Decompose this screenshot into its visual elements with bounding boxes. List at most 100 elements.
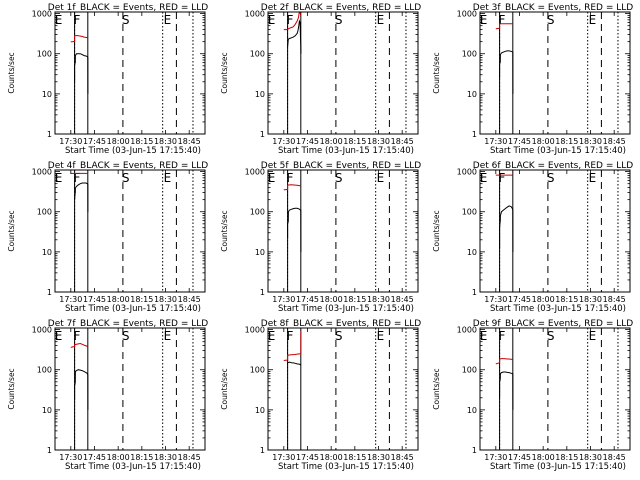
y-tick-label: 1 (47, 130, 52, 139)
y-tick-label: 1000 (245, 326, 265, 335)
y-tick-label: 10 (467, 90, 477, 99)
y-tick-label: 100 (37, 50, 52, 59)
x-tick-label: 18:15 (130, 295, 153, 304)
x-tick-label: 17:45 (296, 295, 319, 304)
event-marker-label: E (589, 329, 597, 343)
events-series-line (499, 371, 514, 410)
panel-title: Det 5f_BLACK = Events, RED = LLD (261, 161, 421, 171)
x-tick-label: 18:15 (555, 453, 578, 462)
x-tick-label: 17:30 (484, 295, 507, 304)
panel-title: Det 7f_BLACK = Events, RED = LLD (48, 319, 208, 329)
panel-title: Det 3f_BLACK = Events, RED = LLD (473, 3, 633, 13)
panel-title: Det 8f_BLACK = Events, RED = LLD (261, 319, 421, 329)
y-axis-label: Counts/sec (432, 368, 441, 409)
x-tick-label: 18:45 (391, 295, 414, 304)
event-marker-label: S (547, 329, 555, 343)
y-tick-label: 100 (250, 208, 265, 217)
y-tick-label: 10 (42, 90, 52, 99)
x-tick-label: 17:30 (272, 453, 295, 462)
y-tick-label: 10 (42, 406, 52, 415)
y-tick-label: 100 (37, 366, 52, 375)
y-tick-label: 10 (255, 248, 265, 257)
event-marker-label: E (589, 171, 597, 185)
y-tick-label: 1 (260, 130, 265, 139)
event-marker-label: E (164, 13, 172, 27)
y-tick-label: 10 (42, 248, 52, 257)
x-tick-label: 17:30 (59, 137, 82, 146)
event-marker-label: E (377, 171, 385, 185)
event-marker-label: S (122, 171, 130, 185)
panel-title: Det 6f_BLACK = Events, RED = LLD (473, 161, 633, 171)
x-tick-label: 17:45 (296, 453, 319, 462)
event-marker-label: E (377, 329, 385, 343)
y-axis-label: Counts/sec (7, 52, 16, 93)
event-marker-label: E (164, 329, 172, 343)
lld-series-line (283, 184, 301, 191)
event-marker-label: E (377, 13, 385, 27)
event-marker-label: F (74, 329, 81, 343)
event-marker-label: F (499, 329, 506, 343)
x-tick-label: 18:00 (320, 137, 343, 146)
y-axis-label: Counts/sec (220, 210, 229, 251)
event-marker-label: E (55, 13, 63, 27)
y-tick-label: 100 (462, 366, 477, 375)
x-tick-label: 18:45 (603, 453, 626, 462)
events-series-line (74, 369, 89, 410)
x-tick-label: 18:30 (154, 295, 177, 304)
x-tick-label: 18:30 (154, 137, 177, 146)
x-tick-label: 18:15 (555, 137, 578, 146)
y-tick-label: 100 (250, 50, 265, 59)
y-tick-label: 1 (260, 446, 265, 455)
panel-title: Det 1f_BLACK = Events, RED = LLD (48, 3, 208, 13)
x-tick-label: 18:15 (343, 137, 366, 146)
y-axis-label: Counts/sec (220, 52, 229, 93)
x-tick-label: 17:30 (272, 137, 295, 146)
events-series-line (499, 205, 514, 252)
event-marker-label: E (589, 13, 597, 27)
panel-title: Det 2f_BLACK = Events, RED = LLD (261, 3, 421, 13)
event-marker-label: F (287, 13, 294, 27)
event-marker-label: E (480, 13, 488, 27)
x-tick-label: 17:45 (296, 137, 319, 146)
y-tick-label: 100 (37, 208, 52, 217)
y-tick-label: 1000 (457, 168, 477, 177)
x-tick-label: 17:45 (83, 295, 106, 304)
axis-frame (267, 327, 419, 451)
y-axis-label: Counts/sec (7, 368, 16, 409)
y-axis-label: Counts/sec (220, 368, 229, 409)
x-tick-label: 18:00 (107, 453, 130, 462)
event-marker-label: S (547, 13, 555, 27)
lld-series-line (283, 331, 302, 361)
x-tick-label: 18:30 (367, 137, 390, 146)
axis-frame (479, 11, 631, 135)
y-tick-label: 10 (467, 406, 477, 415)
axis-frame (479, 169, 631, 293)
axis-frame (54, 169, 206, 293)
x-tick-label: 18:15 (555, 295, 578, 304)
x-tick-label: 18:45 (178, 295, 201, 304)
y-tick-label: 1000 (245, 10, 265, 19)
event-marker-label: F (499, 171, 506, 185)
x-tick-label: 17:45 (508, 137, 531, 146)
y-axis-label: Counts/sec (7, 210, 16, 251)
axis-frame (267, 11, 419, 135)
y-tick-label: 100 (250, 366, 265, 375)
y-tick-label: 10 (255, 90, 265, 99)
axis-frame (267, 169, 419, 293)
x-tick-label: 17:45 (83, 453, 106, 462)
event-marker-label: E (55, 171, 63, 185)
events-series-line (74, 53, 89, 94)
x-tick-label: 18:00 (532, 295, 555, 304)
y-tick-label: 1000 (32, 168, 52, 177)
x-tick-label: 18:45 (603, 137, 626, 146)
y-tick-label: 1000 (245, 168, 265, 177)
y-tick-label: 100 (462, 50, 477, 59)
panel-title: Det 4f_BLACK = Events, RED = LLD (48, 161, 208, 171)
x-tick-label: 17:45 (83, 137, 106, 146)
